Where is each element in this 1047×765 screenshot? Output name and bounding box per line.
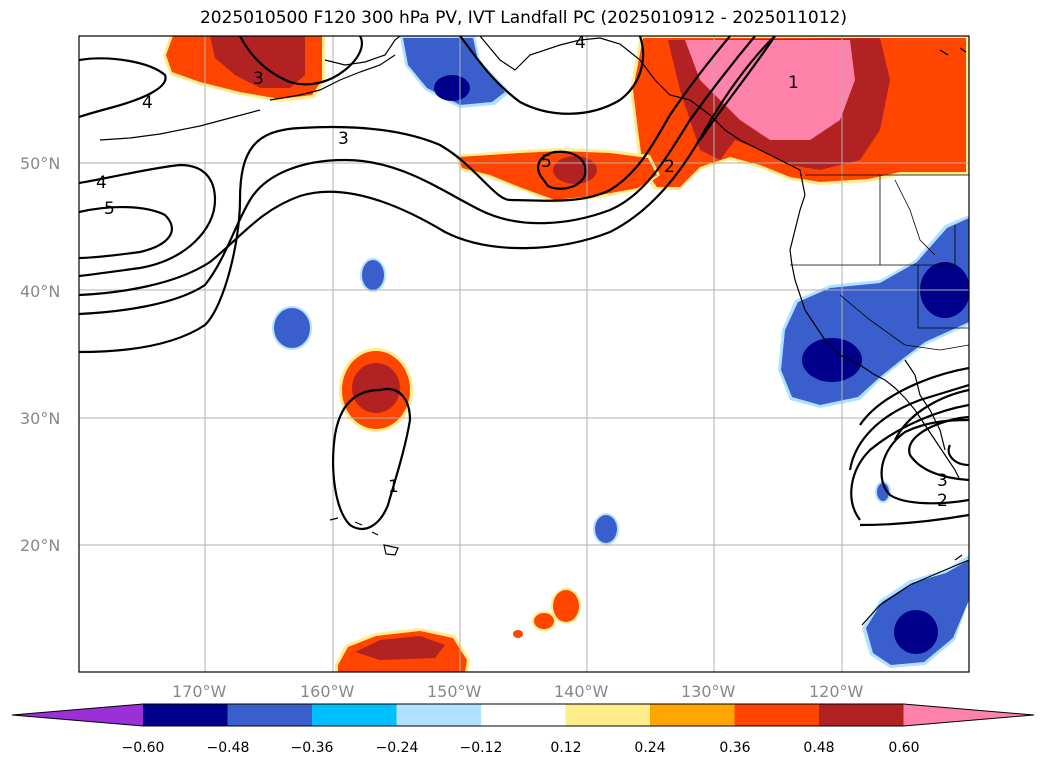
colorbar-segment	[734, 704, 820, 726]
lon-label: 130°W	[681, 682, 736, 701]
contour-label: 1	[388, 477, 399, 497]
colorbar-segment	[227, 704, 313, 726]
colorbar-tick-label: −0.24	[376, 740, 419, 756]
lon-label: 170°W	[172, 682, 227, 701]
contour-label: 3	[937, 471, 948, 491]
colorbar-segment	[650, 704, 735, 726]
colorbar-tick-label: −0.60	[122, 740, 165, 756]
contours	[79, 36, 969, 531]
colorbar-ticks: −0.60 −0.48 −0.36 −0.24 −0.12 0.12 0.24 …	[122, 740, 920, 756]
latitude-labels: 50°N 40°N 30°N 20°N	[20, 154, 60, 555]
pv-anomaly-south	[335, 588, 581, 672]
political-borders	[790, 174, 969, 351]
contour-labels: 4 4 5 3 3 5 2 1 4 1 3 2	[96, 33, 948, 511]
colorbar-tick-label: 0.48	[803, 740, 834, 756]
lon-label: 150°W	[427, 682, 482, 701]
colorbar-tick-label: −0.12	[460, 740, 503, 756]
pv-negative-southeast	[862, 555, 969, 668]
contour-label: 3	[253, 69, 264, 89]
graticule	[79, 36, 969, 672]
longitude-labels: 170°W 160°W 150°W 140°W 130°W 120°W	[172, 682, 864, 701]
colorbar-tick-label: 0.12	[550, 740, 581, 756]
pv-negative-alaska	[400, 36, 510, 108]
colorbar	[11, 703, 1035, 727]
colorbar-outline	[11, 703, 1035, 727]
colorbar-tick-label: 0.36	[719, 740, 750, 756]
map-frame	[78, 35, 970, 673]
colorbar-segment	[481, 704, 566, 726]
colorbar-tick-label: −0.48	[207, 740, 250, 756]
contour-label: 2	[664, 157, 675, 177]
contour-label: 4	[575, 33, 586, 53]
contour-label: 4	[142, 93, 153, 113]
lon-label: 120°W	[809, 682, 864, 701]
lon-label: 140°W	[554, 682, 609, 701]
map-area: 4 4 5 3 3 5 2 1 4 1 3 2	[79, 33, 969, 672]
lon-label: 160°W	[300, 682, 355, 701]
colorbar-segment	[819, 704, 904, 726]
colorbar-segment	[396, 704, 482, 726]
pv-anomaly-pacific-northwest	[630, 36, 969, 190]
map-title: 2025010500 F120 300 hPa PV, IVT Landfall…	[199, 8, 847, 28]
contour-label: 5	[104, 199, 115, 219]
lat-label: 50°N	[20, 154, 60, 173]
colorbar-extension-low	[12, 704, 143, 726]
lat-label: 40°N	[20, 282, 60, 301]
lat-label: 30°N	[20, 409, 60, 428]
colorbar-segment	[565, 704, 651, 726]
colorbar-tick-label: 0.60	[888, 740, 919, 756]
coastlines	[99, 36, 969, 626]
colorbar-segment	[312, 704, 397, 726]
colorbar-segment	[143, 704, 228, 726]
colorbar-tick-label: −0.36	[291, 740, 334, 756]
contour-label: 5	[541, 152, 552, 172]
lat-label: 20°N	[20, 536, 60, 555]
contour-label: 1	[788, 73, 799, 93]
colorbar-tick-label: 0.24	[634, 740, 665, 756]
contour-label: 2	[937, 491, 948, 511]
contour-label: 4	[96, 173, 107, 193]
colorbar-extension-high	[903, 704, 1034, 726]
contour-label: 3	[338, 129, 349, 149]
